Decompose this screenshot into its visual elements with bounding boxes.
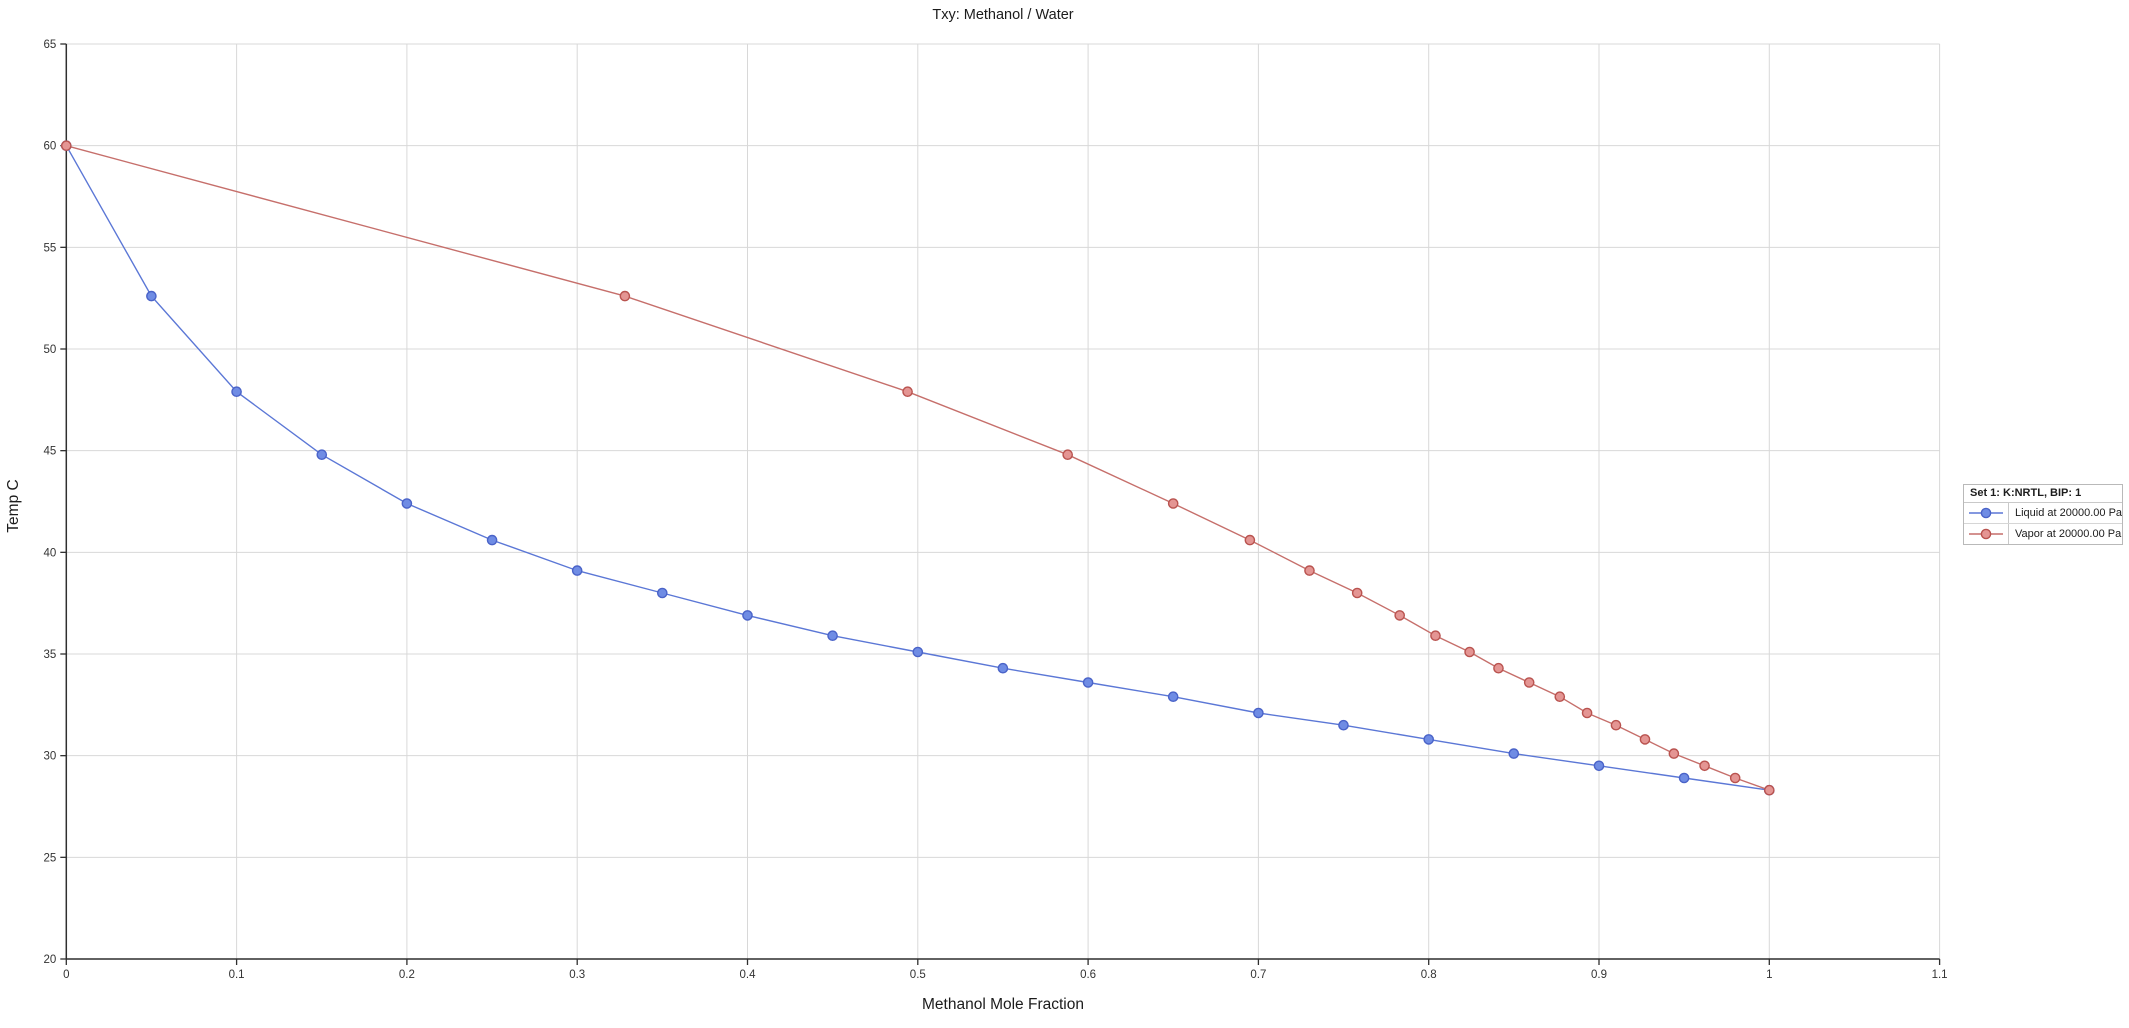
chart-title: Txy: Methanol / Water — [932, 7, 1074, 23]
svg-text:55: 55 — [44, 242, 57, 254]
svg-text:60: 60 — [44, 141, 57, 153]
legend-header: Set 1: K:NRTL, BIP: 1 — [1964, 485, 2122, 503]
svg-text:1: 1 — [1766, 969, 1772, 981]
svg-text:0.6: 0.6 — [1080, 969, 1096, 981]
svg-text:35: 35 — [44, 649, 57, 661]
legend-label-vapor: Vapor at 20000.00 Pa — [2015, 528, 2122, 540]
x-axis-label: Methanol Mole Fraction — [922, 996, 1084, 1013]
svg-text:0.4: 0.4 — [740, 969, 757, 981]
svg-text:65: 65 — [44, 39, 57, 51]
svg-text:0.2: 0.2 — [399, 969, 415, 981]
legend-label-liquid: Liquid at 20000.00 Pa — [2015, 507, 2123, 519]
svg-text:1.1: 1.1 — [1932, 969, 1948, 981]
svg-text:0: 0 — [63, 969, 69, 981]
svg-text:45: 45 — [44, 446, 57, 458]
svg-text:0.7: 0.7 — [1250, 969, 1266, 981]
svg-text:0.5: 0.5 — [910, 969, 926, 981]
svg-text:25: 25 — [44, 852, 57, 864]
liquid-series-swatch-icon — [1964, 503, 2009, 523]
svg-text:0.1: 0.1 — [229, 969, 245, 981]
svg-text:0.9: 0.9 — [1591, 969, 1607, 981]
legend-item-vapor: Vapor at 20000.00 Pa — [1964, 523, 2122, 544]
svg-text:40: 40 — [44, 547, 57, 559]
svg-text:0.3: 0.3 — [569, 969, 585, 981]
svg-text:20: 20 — [44, 954, 57, 966]
legend: Set 1: K:NRTL, BIP: 1 Liquid at 20000.00… — [1963, 484, 2123, 545]
svg-text:0.8: 0.8 — [1421, 969, 1437, 981]
legend-item-liquid: Liquid at 20000.00 Pa — [1964, 503, 2122, 523]
vapor-series-swatch-icon — [1964, 524, 2009, 544]
svg-text:30: 30 — [44, 751, 57, 763]
svg-text:50: 50 — [44, 344, 57, 356]
